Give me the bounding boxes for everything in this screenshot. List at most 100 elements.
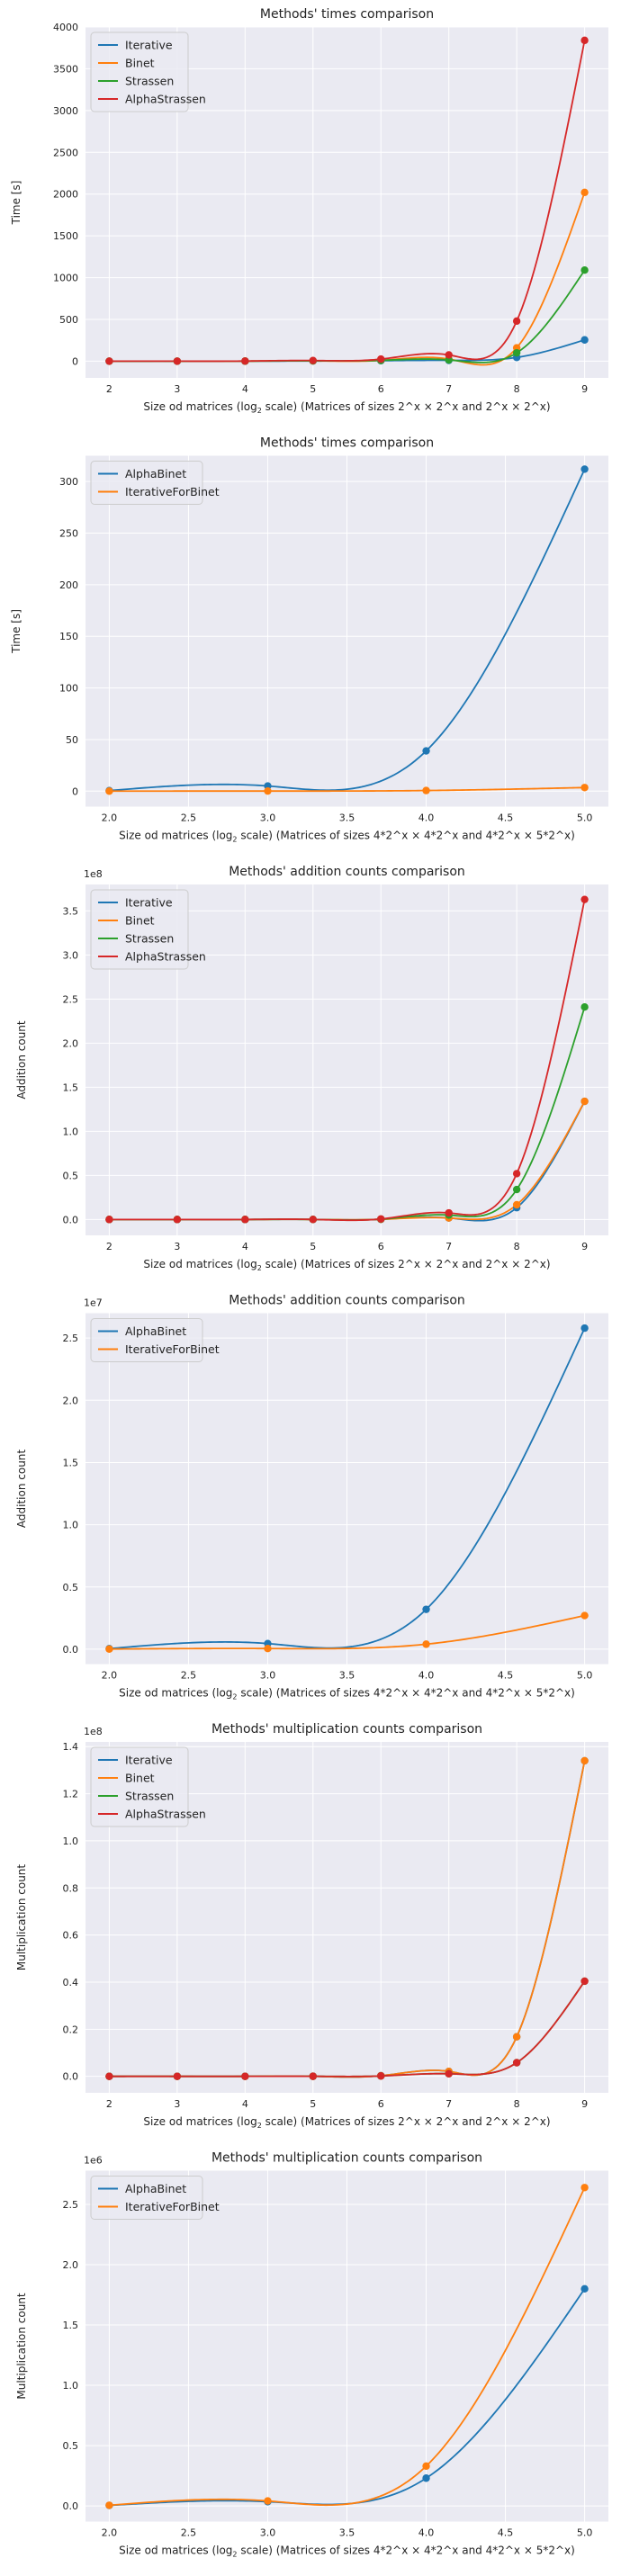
- data-point-strassen: [512, 1185, 521, 1194]
- data-point-iterativeforbinet: [422, 2462, 430, 2471]
- x-axis-label-subscript: 2: [257, 407, 262, 415]
- y-tick-label: 0.0: [63, 1644, 79, 1656]
- data-point-binet: [512, 2033, 521, 2041]
- x-axis-label-end: scale) (Matrices of sizes 2^x × 2^x and …: [262, 2115, 551, 2128]
- data-point-binet: [580, 188, 589, 197]
- data-point-alphastrassen: [377, 355, 385, 364]
- chart-title: Methods' addition counts comparison: [229, 1294, 465, 1308]
- y-tick-label: 2.5: [63, 2199, 79, 2211]
- data-point-alphastrassen: [309, 2072, 317, 2080]
- data-point-iterative: [580, 336, 589, 344]
- x-tick-label: 7: [446, 383, 452, 395]
- y-tick-label: 2500: [53, 147, 78, 158]
- data-point-alphabinet: [580, 465, 589, 473]
- x-axis-label-end: scale) (Matrices of sizes 4*2^x × 4*2^x …: [238, 2545, 575, 2557]
- data-point-alphabinet: [422, 1605, 430, 1613]
- x-tick-label: 7: [446, 2098, 452, 2110]
- legend-label: Binet: [125, 1772, 155, 1785]
- data-point-iterativeforbinet: [264, 786, 272, 795]
- x-tick-label: 4: [242, 383, 248, 395]
- legend-label: IterativeForBinet: [125, 1342, 220, 1356]
- y-tick-label: 0.0: [63, 1214, 79, 1225]
- data-point-alphabinet: [580, 2284, 589, 2293]
- x-tick-label: 7: [446, 1241, 452, 1252]
- x-tick-label: 4.0: [418, 2527, 435, 2539]
- data-point-alphastrassen: [512, 2059, 521, 2067]
- x-tick-label: 6: [378, 1241, 384, 1252]
- data-point-alphastrassen: [173, 2072, 182, 2080]
- y-axis-exponent: 1e8: [84, 868, 103, 880]
- x-axis-label-end: scale) (Matrices of sizes 2^x × 2^x and …: [262, 1258, 551, 1270]
- x-tick-label: 9: [581, 383, 588, 395]
- y-tick-label: 1.4: [63, 1741, 79, 1753]
- chart-title: Methods' times comparison: [260, 7, 434, 22]
- x-axis-label-start: Size od matrices (log: [119, 830, 232, 842]
- data-point-iterativeforbinet: [105, 787, 113, 795]
- y-tick-label: 150: [59, 631, 78, 642]
- y-axis-exponent: 1e6: [84, 2155, 103, 2167]
- legend-label: AlphaStrassen: [125, 950, 206, 964]
- legend-label: Iterative: [125, 896, 173, 910]
- series-line-iterativeforbinet: [109, 786, 585, 793]
- x-axis-label-end: scale) (Matrices of sizes 4*2^x × 4*2^x …: [238, 1687, 575, 1700]
- x-axis-label-subscript: 2: [232, 836, 237, 844]
- y-tick-label: 0.2: [63, 2024, 79, 2035]
- y-axis-label: Multiplication count: [15, 1864, 28, 1971]
- data-point-alphastrassen: [105, 357, 113, 365]
- x-axis-label: Size od matrices (log2 scale) (Matrices …: [119, 830, 575, 844]
- x-tick-label: 5.0: [577, 812, 593, 824]
- y-tick-label: 1.0: [63, 1126, 79, 1137]
- data-point-binet: [580, 1097, 589, 1106]
- legend-label: Iterative: [125, 39, 173, 52]
- x-axis-label-end: scale) (Matrices of sizes 4*2^x × 4*2^x …: [238, 830, 575, 842]
- x-tick-label: 2.0: [102, 2527, 118, 2539]
- y-tick-label: 0.4: [63, 1977, 79, 1988]
- data-point-binet: [580, 1756, 589, 1765]
- x-axis-label: Size od matrices (log2 scale) (Matrices …: [119, 1687, 575, 1701]
- data-point-alphabinet: [422, 2474, 430, 2482]
- y-tick-label: 500: [59, 314, 78, 326]
- data-point-iterativeforbinet: [105, 1645, 113, 1653]
- data-point-iterativeforbinet: [105, 2501, 113, 2509]
- x-tick-label: 3.0: [260, 1670, 276, 1682]
- legend-label: Iterative: [125, 1754, 173, 1767]
- chart-panel-3: 2 3 4 5 6 7 8 9 0.0 0.5 1.0 1.5 2.0 2.5 3.0 3.5 Methods'…: [15, 865, 608, 1272]
- legend-label: Binet: [125, 914, 155, 928]
- y-axis-exponent: 1e8: [84, 1726, 103, 1737]
- x-tick-label: 9: [581, 1241, 588, 1252]
- data-point-alphastrassen: [377, 2072, 385, 2080]
- y-tick-label: 3000: [53, 105, 78, 117]
- y-tick-label: 2.0: [63, 1037, 79, 1049]
- x-axis-label-subscript: 2: [257, 2122, 262, 2130]
- y-axis-label: Addition count: [15, 1450, 28, 1529]
- y-tick-label: 1.2: [63, 1789, 79, 1800]
- x-axis-label-subscript: 2: [232, 2551, 237, 2559]
- x-tick-label: 8: [514, 2098, 520, 2110]
- y-tick-label: 2000: [53, 189, 78, 201]
- x-axis-label: Size od matrices (log2 scale) (Matrices …: [143, 2115, 550, 2130]
- chart-title: Methods' addition counts comparison: [229, 865, 465, 879]
- data-point-alphabinet: [422, 747, 430, 755]
- y-axis-label: Time [s]: [10, 609, 22, 654]
- y-axis-label: Time [s]: [10, 181, 22, 226]
- x-axis-label-subscript: 2: [257, 1264, 262, 1272]
- data-point-alphastrassen: [173, 357, 182, 365]
- y-tick-label: 300: [59, 476, 78, 488]
- y-tick-label: 1.5: [63, 1457, 79, 1468]
- y-tick-label: 1.0: [63, 1520, 79, 1531]
- x-tick-label: 3.5: [339, 1670, 356, 1682]
- y-tick-label: 200: [59, 579, 78, 591]
- legend-label: IterativeForBinet: [125, 485, 220, 498]
- x-tick-label: 3.5: [339, 2527, 356, 2539]
- y-tick-label: 3.5: [63, 905, 79, 917]
- data-point-alphastrassen: [377, 1215, 385, 1223]
- x-tick-label: 9: [581, 2098, 588, 2110]
- legend-label: IterativeForBinet: [125, 2200, 220, 2213]
- x-tick-label: 2.5: [181, 2527, 197, 2539]
- y-tick-label: 1.5: [63, 1082, 79, 1093]
- series-line-alphastrassen: [109, 1980, 586, 2078]
- data-point-alphastrassen: [105, 2072, 113, 2080]
- y-tick-label: 2.5: [63, 1333, 79, 1344]
- x-tick-label: 2.5: [181, 1670, 197, 1682]
- y-tick-label: 1.0: [63, 1836, 79, 1847]
